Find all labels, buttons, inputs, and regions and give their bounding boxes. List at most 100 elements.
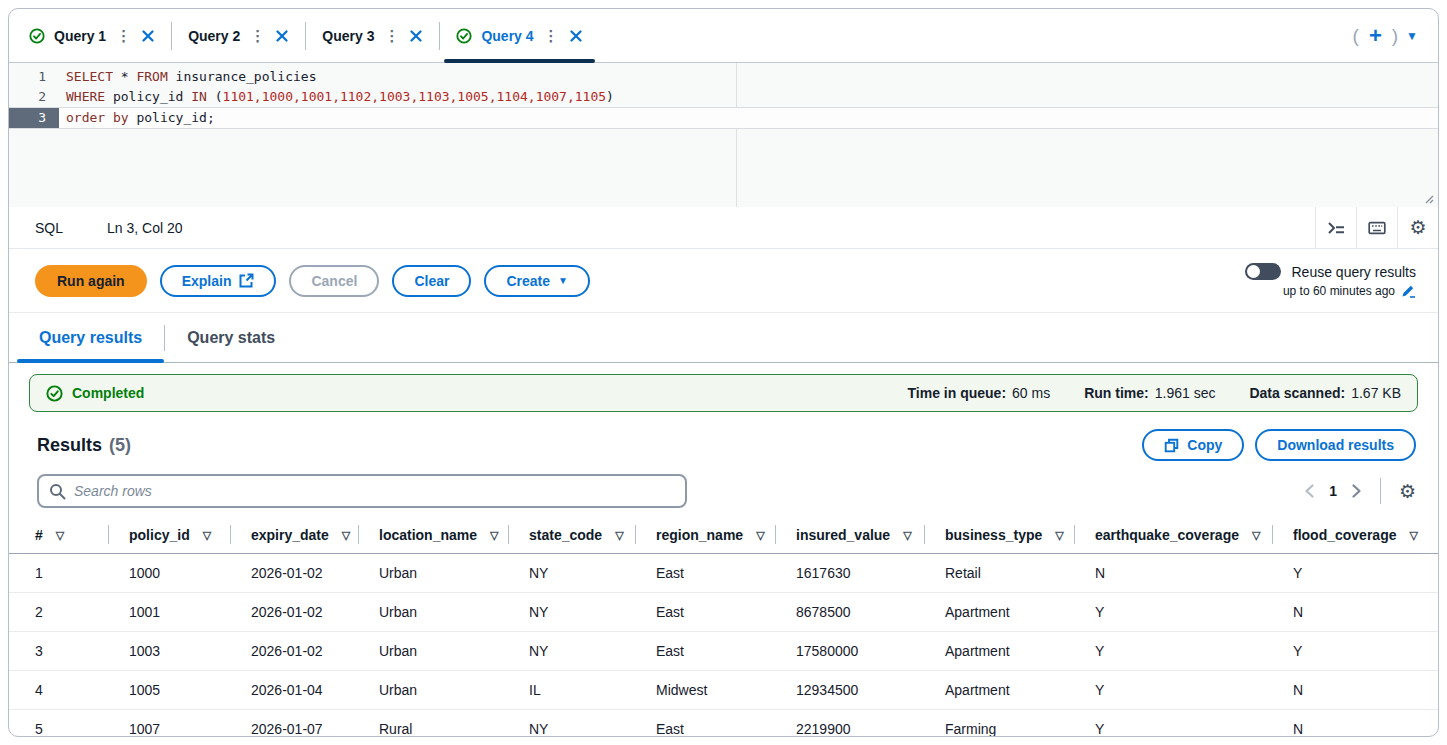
search-box [37, 474, 687, 508]
column-filter-icon[interactable]: ▽ [490, 529, 498, 542]
table-cell: Urban [359, 554, 509, 593]
table-cell: Urban [359, 593, 509, 632]
edit-pencil-icon[interactable] [1401, 283, 1416, 298]
completed-status-banner: Completed Time in queue:60 ms Run time:1… [29, 374, 1418, 412]
column-header-location_name[interactable]: location_name ▽ [359, 520, 509, 554]
column-filter-icon[interactable]: ▽ [756, 529, 764, 542]
close-tab-icon[interactable] [409, 29, 423, 43]
reuse-duration-label: up to 60 minutes ago [1283, 284, 1395, 298]
column-header-region_name[interactable]: region_name▽ [636, 520, 776, 554]
create-button[interactable]: Create ▼ [484, 265, 590, 297]
run-time-stat: Run time:1.961 sec [1084, 385, 1215, 401]
table-cell: N [1273, 710, 1439, 738]
column-header-business_type[interactable]: business_type▽ [925, 520, 1075, 554]
column-filter-icon[interactable]: ▽ [1409, 529, 1417, 542]
query-tab-bar: Query 1 ⋮ Query 2 ⋮ Query 3 ⋮ [9, 9, 1438, 63]
table-cell: 2 [9, 593, 109, 632]
explain-label: Explain [182, 273, 232, 289]
column-filter-icon[interactable]: ▽ [203, 529, 211, 542]
column-label: expiry_date [251, 527, 329, 543]
cancel-button[interactable]: Cancel [289, 265, 379, 297]
tab-query-3[interactable]: Query 3 ⋮ [306, 9, 439, 62]
close-tab-icon[interactable] [569, 29, 583, 43]
pagination: 1 ⚙ [1304, 478, 1416, 504]
column-label: policy_id [129, 527, 190, 543]
table-cell: East [636, 554, 776, 593]
tab-query-stats[interactable]: Query stats [165, 313, 297, 362]
search-rows-input[interactable] [74, 483, 675, 499]
column-filter-icon[interactable]: ▽ [342, 529, 350, 542]
column-header-expiry_date[interactable]: expiry_date ▽ [231, 520, 359, 554]
sql-editor[interactable]: 1SELECT * FROM insurance_policies2WHERE … [9, 63, 1438, 207]
data-scanned-stat: Data scanned:1.67 KB [1249, 385, 1401, 401]
explain-button[interactable]: Explain [160, 265, 277, 297]
column-filter-icon[interactable]: ▽ [1055, 529, 1063, 542]
next-page-icon[interactable] [1351, 484, 1362, 498]
results-header: Results (5) Copy Download results [37, 429, 1416, 461]
keyboard-shortcuts-icon[interactable] [1356, 207, 1397, 248]
tab-query-4[interactable]: Query 4 ⋮ [440, 9, 598, 62]
kebab-menu-icon[interactable]: ⋮ [543, 26, 560, 45]
column-filter-icon[interactable]: ▽ [56, 529, 64, 542]
table-cell: 2026-01-02 [231, 554, 359, 593]
column-label: location_name [379, 527, 477, 543]
column-header-earthquake_coverage[interactable]: earthquake_coverage▽ [1075, 520, 1273, 554]
table-cell: Apartment [925, 593, 1075, 632]
table-cell: 2026-01-02 [231, 593, 359, 632]
format-code-icon[interactable] [1315, 207, 1356, 248]
copy-button[interactable]: Copy [1142, 429, 1244, 461]
table-cell: Y [1075, 710, 1273, 738]
table-cell: Urban [359, 671, 509, 710]
table-cell: 17580000 [776, 632, 925, 671]
kebab-menu-icon[interactable]: ⋮ [383, 26, 400, 45]
run-again-button[interactable]: Run again [35, 265, 147, 297]
column-label: state_code [529, 527, 602, 543]
table-cell: Y [1075, 593, 1273, 632]
code-line: 1SELECT * FROM insurance_policies [9, 67, 1438, 87]
cursor-position-label: Ln 3, Col 20 [107, 220, 183, 236]
table-cell: Y [1273, 554, 1439, 593]
table-cell: Farming [925, 710, 1075, 738]
column-header-state_code[interactable]: state_code ▽ [509, 520, 636, 554]
kebab-menu-icon[interactable]: ⋮ [249, 26, 266, 45]
column-header-flood_coverage[interactable]: flood_coverage▽ [1273, 520, 1439, 554]
reuse-duration-row: up to 60 minutes ago [1283, 283, 1416, 298]
add-query-tab-button[interactable]: + [1365, 25, 1386, 47]
results-title: Results [37, 435, 102, 456]
column-header-policy_id[interactable]: policy_id ▽ [109, 520, 231, 554]
reuse-results-toggle[interactable] [1245, 263, 1281, 280]
table-row: 110002026-01-02UrbanNYEast1617630RetailN… [9, 554, 1439, 593]
table-row: 510072026-01-07RuralNYEast2219900Farming… [9, 710, 1439, 738]
table-cell: East [636, 710, 776, 738]
close-tab-icon[interactable] [141, 29, 155, 43]
table-cell: 1001 [109, 593, 231, 632]
tab-query-2[interactable]: Query 2 ⋮ [172, 9, 305, 62]
create-label: Create [506, 273, 550, 289]
column-filter-icon[interactable]: ▽ [903, 529, 911, 542]
table-cell: 3 [9, 632, 109, 671]
column-filter-icon[interactable]: ▽ [1252, 529, 1260, 542]
column-header-row-number[interactable]: #▽ [9, 520, 109, 554]
code-text: SELECT * FROM insurance_policies [59, 67, 316, 87]
kebab-menu-icon[interactable]: ⋮ [115, 26, 132, 45]
download-results-button[interactable]: Download results [1255, 429, 1416, 461]
page-number[interactable]: 1 [1329, 483, 1337, 499]
editor-resize-handle[interactable] [1422, 192, 1434, 204]
clear-button[interactable]: Clear [392, 265, 471, 297]
tab-query-1[interactable]: Query 1 ⋮ [13, 9, 171, 62]
table-preferences-gear-icon[interactable]: ⚙ [1399, 482, 1416, 501]
line-number: 1 [9, 67, 59, 87]
table-cell: 1617630 [776, 554, 925, 593]
previous-page-icon[interactable] [1304, 484, 1315, 498]
tab-list-caret-down-icon[interactable]: ▼ [1404, 29, 1420, 43]
tab-query-results[interactable]: Query results [17, 313, 164, 362]
tab-label: Query 4 [481, 28, 533, 44]
reuse-toggle-row: Reuse query results [1245, 263, 1416, 280]
column-label: insured_value [796, 527, 890, 543]
close-tab-icon[interactable] [275, 29, 289, 43]
editor-settings-gear-icon[interactable]: ⚙ [1397, 207, 1438, 248]
table-cell: 12934500 [776, 671, 925, 710]
column-filter-icon[interactable]: ▽ [615, 529, 623, 542]
column-header-insured_value[interactable]: insured_value ▽ [776, 520, 925, 554]
table-cell: East [636, 632, 776, 671]
